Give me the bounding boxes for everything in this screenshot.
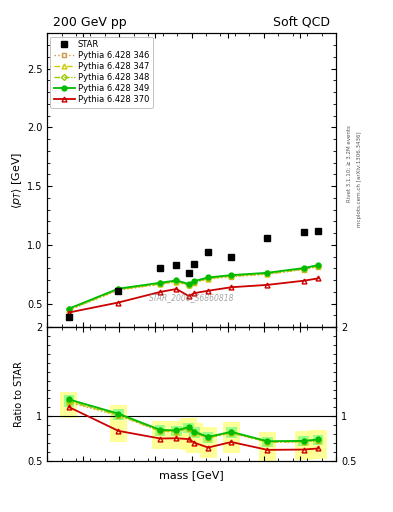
Bar [223, 422, 240, 453]
Bar [313, 435, 323, 445]
Bar [200, 428, 217, 458]
Y-axis label: Ratio to STAR: Ratio to STAR [14, 361, 24, 427]
Bar [226, 428, 237, 438]
Bar [155, 425, 165, 436]
Bar [309, 430, 327, 459]
Bar [203, 432, 213, 442]
Bar [113, 409, 123, 420]
Bar [180, 418, 197, 450]
Y-axis label: $\langle p_T \rangle$ [GeV]: $\langle p_T \rangle$ [GeV] [10, 152, 24, 209]
Text: Soft QCD: Soft QCD [273, 16, 330, 29]
Bar [152, 421, 169, 449]
Bar [189, 428, 200, 438]
Legend: STAR, Pythia 6.428 346, Pythia 6.428 347, Pythia 6.428 348, Pythia 6.428 349, Py: STAR, Pythia 6.428 346, Pythia 6.428 347… [50, 37, 153, 108]
Bar [64, 395, 74, 407]
Bar [259, 432, 276, 461]
Bar [262, 437, 273, 447]
Bar [186, 422, 203, 454]
Bar [60, 392, 77, 418]
Bar [298, 436, 309, 446]
Text: Rivet 3.1.10; ≥ 3.2M events: Rivet 3.1.10; ≥ 3.2M events [347, 125, 352, 202]
Bar [110, 405, 127, 441]
Text: 200 GeV pp: 200 GeV pp [53, 16, 127, 29]
Bar [184, 422, 194, 433]
Text: mcplots.cern.ch [arXiv:1306.3436]: mcplots.cern.ch [arXiv:1306.3436] [357, 132, 362, 227]
Bar [295, 431, 312, 460]
Bar [168, 421, 185, 449]
Bar [171, 426, 182, 436]
Text: STAR_2006_S6860818: STAR_2006_S6860818 [149, 293, 234, 302]
X-axis label: mass [GeV]: mass [GeV] [159, 470, 224, 480]
